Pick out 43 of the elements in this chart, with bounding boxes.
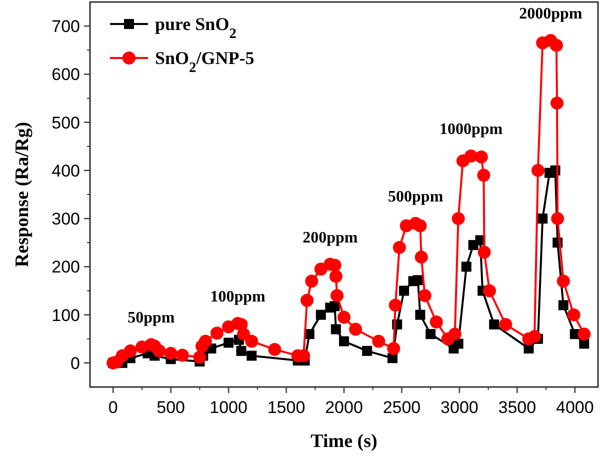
legend-label: pure SnO$_{2}$ [155, 14, 236, 42]
y-tick-label: 600 [52, 65, 80, 84]
point [330, 324, 341, 334]
x-tick-label: 2500 [382, 398, 421, 417]
legend-label: SnO$_{2}$/GNP-5 [155, 48, 254, 76]
y-tick-label: 0 [70, 354, 80, 373]
point [538, 214, 548, 224]
x-tick-label: 3500 [498, 398, 536, 417]
x-tick-label: 500 [156, 398, 186, 417]
point [339, 336, 349, 346]
point [316, 310, 326, 320]
point [236, 346, 246, 356]
point [453, 338, 464, 349]
y-tick-label: 700 [52, 17, 80, 36]
annotation: 50ppm [128, 310, 176, 327]
point [412, 275, 423, 286]
annotation: 2000ppm [519, 6, 583, 22]
point [399, 286, 410, 296]
annotation: 200ppm [302, 229, 358, 246]
annotation: 500ppm [388, 188, 444, 206]
y-tick-label: 400 [52, 161, 80, 180]
annotation: 100ppm [210, 288, 266, 306]
point [415, 310, 426, 320]
y-tick-label: 100 [52, 306, 80, 325]
point [426, 329, 436, 340]
point [246, 350, 257, 361]
y-axis-title: Response (Ra/Rg) [12, 122, 33, 268]
point [461, 262, 472, 272]
x-tick-label: 1500 [267, 398, 306, 417]
point [224, 338, 234, 348]
point [489, 319, 500, 330]
annotation: 1000ppm [439, 121, 504, 138]
point [558, 300, 568, 310]
x-tick-label: 4000 [556, 398, 594, 417]
x-tick-label: 1000 [210, 398, 248, 417]
x-tick-label: 3000 [440, 398, 478, 417]
y-tick-label: 200 [52, 258, 80, 277]
point [362, 346, 372, 356]
y-tick-label: 500 [52, 113, 80, 132]
x-tick-label: 2000 [325, 398, 363, 417]
y-tick-label: 300 [52, 210, 80, 229]
x-tick-label: 0 [108, 398, 118, 417]
x-axis-title: Time (s) [310, 431, 378, 452]
